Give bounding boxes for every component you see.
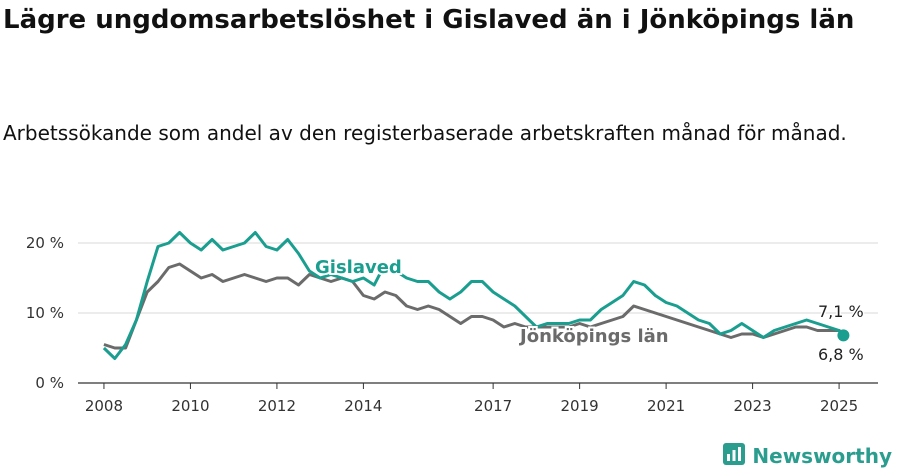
series-label-lan: Jönköpings län bbox=[518, 326, 669, 347]
x-tick-label: 2021 bbox=[647, 397, 685, 415]
x-tick-label: 2025 bbox=[820, 397, 858, 415]
x-tick-label: 2023 bbox=[734, 397, 772, 415]
series-label-gislaved: Gislaved bbox=[315, 257, 402, 278]
y-axis: 0 % 10 % 20 % bbox=[26, 234, 64, 392]
y-tick-label: 0 % bbox=[35, 374, 64, 392]
bar-chart-logo-icon bbox=[722, 442, 746, 470]
y-tick-label: 20 % bbox=[26, 234, 64, 252]
end-label-gislaved: 6,8 % bbox=[818, 345, 864, 364]
x-tick-label: 2017 bbox=[474, 397, 512, 415]
series-line-lan bbox=[103, 262, 845, 350]
x-tick-label: 2012 bbox=[258, 397, 296, 415]
x-axis: 2008 2010 2012 2014 2017 2019 2021 2023 2025 bbox=[85, 383, 858, 415]
page-subtitle: Arbetssökande som andel av den registerb… bbox=[3, 121, 847, 145]
end-label-lan: 7,1 % bbox=[818, 302, 864, 321]
series-group bbox=[102, 231, 850, 360]
x-tick-label: 2019 bbox=[561, 397, 599, 415]
x-tick-label: 2010 bbox=[171, 397, 209, 415]
brand-name: Newsworthy bbox=[752, 444, 892, 468]
series-line-gislaved bbox=[102, 231, 845, 360]
grid-lines bbox=[78, 242, 878, 384]
brand-logo: Newsworthy bbox=[722, 442, 892, 470]
end-point-gislaved bbox=[837, 329, 850, 342]
y-tick-label: 10 % bbox=[26, 304, 64, 322]
page-title: Lägre ungdomsarbetslöshet i Gislaved än … bbox=[3, 5, 855, 35]
x-tick-label: 2008 bbox=[85, 397, 123, 415]
x-tick-label: 2014 bbox=[344, 397, 382, 415]
series-labels: Gislaved Jönköpings län 7,1 % 6,8 % bbox=[313, 255, 865, 366]
